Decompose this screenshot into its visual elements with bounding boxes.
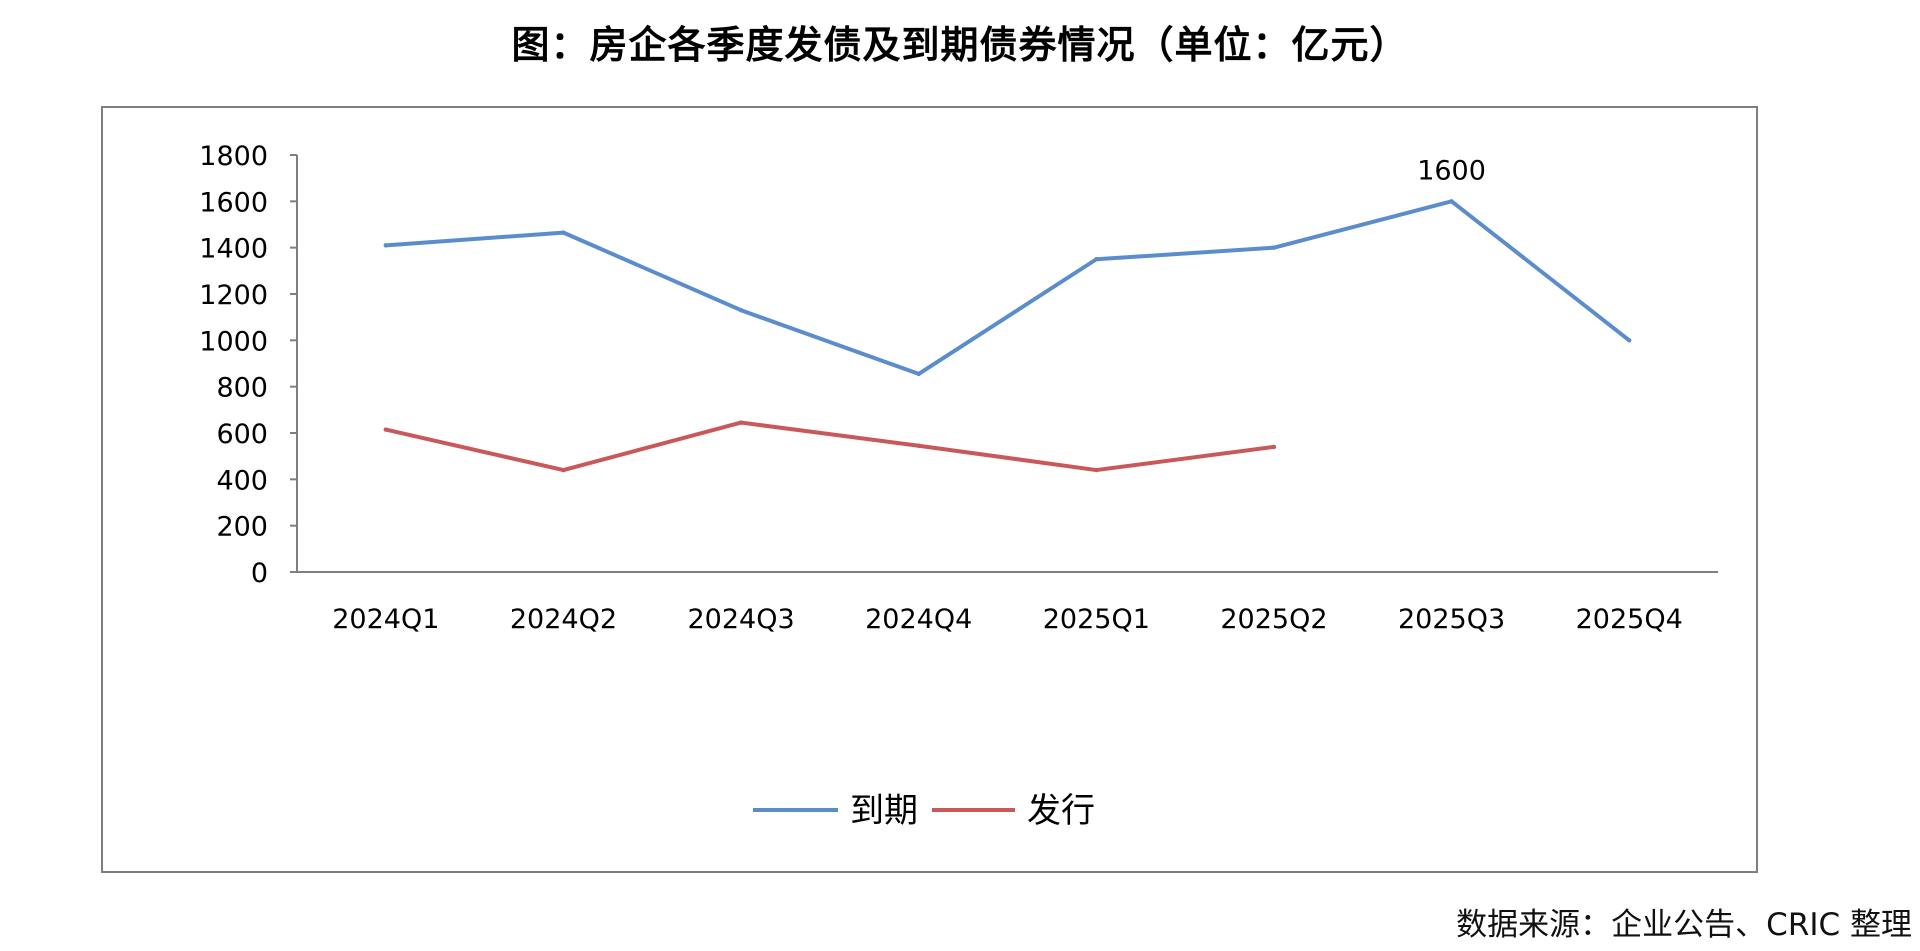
data-point — [1271, 444, 1277, 450]
data-point — [916, 371, 921, 377]
x-tick-label: 2024Q1 — [332, 604, 439, 635]
y-tick-label: 0 — [251, 558, 268, 589]
data-point — [916, 443, 921, 448]
data-point — [561, 230, 566, 235]
y-tick-label: 800 — [216, 373, 268, 404]
data-point — [1094, 257, 1099, 262]
x-tick-label: 2024Q2 — [510, 604, 617, 635]
legend-label: 发行 — [1027, 791, 1095, 831]
chart-title: 图：房企各季度发债及到期债券情况（单位：亿元） — [511, 23, 1409, 67]
data-point — [738, 308, 744, 313]
data-source-note: 数据来源：企业公告、CRIC 整理 — [1456, 907, 1912, 943]
y-tick-label: 200 — [216, 512, 268, 543]
data-labels: 1600 — [1417, 155, 1486, 186]
x-tick-label: 2024Q4 — [865, 604, 972, 635]
data-point — [738, 420, 744, 425]
data-label: 1600 — [1417, 155, 1486, 186]
y-tick-label: 1400 — [199, 234, 268, 265]
legend: 到期 发行 — [753, 791, 1095, 831]
x-tick-label: 2025Q1 — [1043, 604, 1150, 635]
y-tick-label: 1800 — [199, 141, 268, 172]
y-axis: 0 200 400 600 800 1000 1200 1400 1600 1800 — [199, 141, 298, 589]
x-tick-label: 2024Q3 — [687, 604, 794, 635]
series-lines — [383, 199, 1632, 473]
y-tick-label: 400 — [216, 465, 268, 496]
data-point — [1271, 245, 1277, 250]
y-tick-label: 1200 — [199, 280, 268, 311]
series-line-issuance — [383, 420, 1276, 473]
y-tick-label: 600 — [216, 419, 268, 450]
x-axis: 2024Q1 2024Q2 2024Q3 2024Q4 2025Q1 2025Q2 2025… — [297, 571, 1718, 635]
data-point — [383, 427, 389, 432]
y-tick-label: 1000 — [199, 326, 268, 357]
chart-frame — [101, 106, 1758, 873]
data-point — [561, 467, 566, 473]
data-point — [1626, 338, 1632, 343]
y-tick-label: 1600 — [199, 187, 268, 218]
legend-label: 到期 — [850, 791, 918, 831]
data-point — [383, 243, 389, 248]
x-tick-label: 2025Q4 — [1576, 604, 1683, 635]
x-tick-label: 2025Q2 — [1220, 604, 1327, 635]
series-line-maturity — [383, 199, 1632, 376]
data-point — [1094, 467, 1099, 473]
x-tick-label: 2025Q3 — [1398, 604, 1505, 635]
data-point — [1449, 199, 1454, 204]
